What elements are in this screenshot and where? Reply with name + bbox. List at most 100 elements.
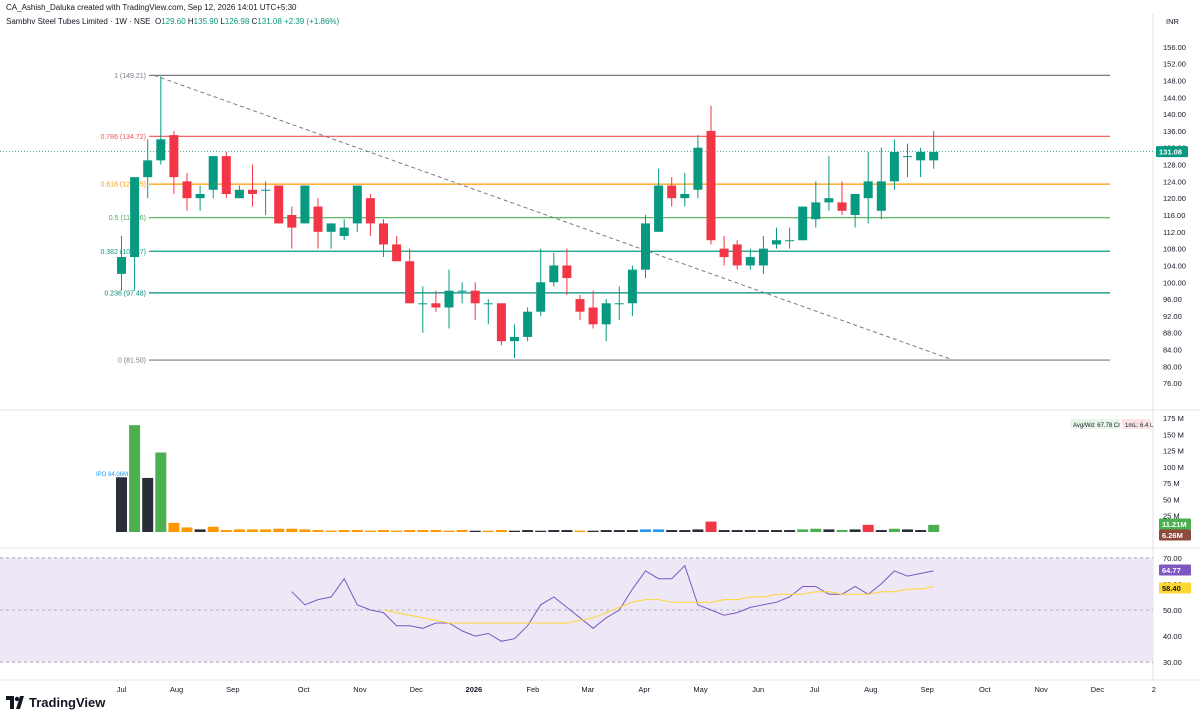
volume-bar [875,530,887,532]
candle-body [706,130,716,241]
iml-tag: 1mL: 6.4 L [1122,419,1154,429]
volume-bar [509,530,520,532]
volume-bar [836,530,848,532]
high-value: 135.90 [193,17,219,26]
close-label: C [251,17,258,26]
price-tick-label: 140.00 [1163,110,1186,119]
open-label: O [154,17,162,26]
candle [785,227,795,249]
avg-volume-tag-text: Avg/Wd: 67.78 Cr [1073,423,1120,429]
time-axis-label: Dec [410,685,424,694]
price-tick-label: 124.00 [1163,177,1186,186]
candle-body [654,185,664,232]
volume-bar [181,527,193,532]
volume-bar [561,530,573,532]
time-axis-label: Mar [581,685,594,694]
price-tick-label: 152.00 [1163,60,1186,69]
volume-bar [469,530,481,532]
candle [876,147,886,220]
iml-tag-text: 1mL: 6.4 L [1125,423,1154,429]
candle [627,265,637,316]
volume-bar [849,529,861,532]
last-price-badge-bg [1156,146,1188,158]
candle-body [850,193,860,215]
candle-body [916,151,926,161]
candle [392,236,402,262]
volume-ma-badge: 6.26M [1159,529,1191,541]
volume-bar [168,522,180,532]
time-axis-label: Jul [810,685,820,694]
candle-body [903,156,912,158]
close-value: 131.08 [257,17,282,26]
fib-level-label: 0.5 (115.36) [109,215,146,222]
volume-bar [600,530,612,532]
candle-body [641,223,650,270]
last-price-badge-text: 131.08 [1159,148,1182,157]
candle [903,143,912,178]
candle-body [496,303,506,342]
rsi-line [291,564,934,642]
volume-bar [299,529,311,532]
price-tick-label: 112.00 [1163,228,1185,237]
candle-body [274,185,284,224]
candle-body [889,151,899,182]
candle [758,236,768,274]
candle [156,76,166,165]
volume-bar [404,530,416,532]
volume-bar [640,529,651,532]
candle [130,177,140,291]
candle [221,151,231,199]
candle-body [772,240,781,245]
candle-body [929,151,939,161]
candle-body [536,282,546,312]
candle [811,181,821,228]
candle [431,290,441,312]
candle-body [379,223,388,245]
candle-body [418,303,428,305]
candle [444,269,454,329]
rsi-tick-label: 70.00 [1163,554,1182,563]
time-axis-label: 2 [1152,685,1156,694]
time-axis-label: 2026 [466,685,483,694]
candle-body [300,185,310,224]
candle [169,130,179,194]
candle-body [575,299,585,312]
candle-body [392,244,402,262]
volume-bar [522,530,534,532]
volume-bar [653,529,665,532]
volume-bar [233,529,245,532]
time-axis-label: Dec [1091,685,1105,694]
candle [641,215,650,279]
volume-bar [744,530,756,532]
price-tick-label: 96.00 [1163,295,1182,304]
candle [667,177,677,207]
volume-bar [731,530,743,532]
tradingview-logo[interactable]: TradingView [6,695,105,710]
volume-bar [587,530,599,532]
symbol-legend[interactable]: Sambhv Steel Tubes Limited · 1W · NSE O 1… [6,17,339,26]
avg-volume-tag: Avg/Wd: 67.78 Cr [1070,419,1120,429]
candle [510,324,519,358]
trendline [154,74,954,361]
candle-body [326,223,336,232]
volume-tick-label: 150 M [1163,430,1184,439]
high-label: H [187,17,194,26]
candle-body [693,147,703,190]
candle [745,248,755,270]
candle-body [365,198,375,224]
rsi-tick-label: 40.00 [1163,632,1182,641]
candle-body [719,248,729,258]
symbol-name: Sambhv Steel Tubes Limited · 1W · NSE [6,17,151,26]
time-axis-label: Oct [979,685,992,694]
rsi-ma-badge-bg [1159,582,1191,594]
candle [732,240,742,270]
price-tick-label: 108.00 [1163,245,1186,254]
volume-bar [613,530,625,532]
volume-tick-label: 175 M [1163,414,1184,423]
iml-tag-bg [1122,419,1150,429]
candle [706,105,716,245]
candle-body [680,193,690,199]
candle-body [798,206,808,241]
volume-bar [116,477,127,532]
